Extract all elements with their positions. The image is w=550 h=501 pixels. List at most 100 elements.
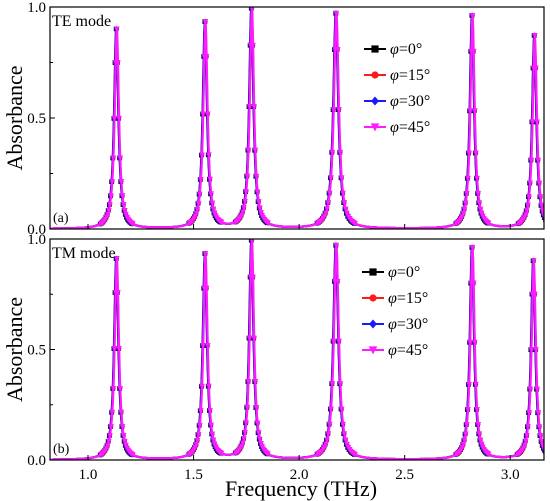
data-point <box>546 220 550 225</box>
plot-area <box>50 7 550 229</box>
data-point <box>326 190 333 196</box>
data-point <box>341 200 348 206</box>
legend-angle: =30° <box>397 316 428 333</box>
data-point <box>209 200 216 206</box>
legend-marker <box>369 294 377 302</box>
data-point <box>123 211 129 218</box>
data-point <box>129 221 136 227</box>
data-point <box>477 206 484 212</box>
data-point <box>334 47 341 53</box>
data-point <box>203 285 210 291</box>
x-tick-label: 3.0 <box>501 467 520 483</box>
data-point <box>544 450 549 456</box>
data-point <box>251 104 258 110</box>
data-point <box>245 379 252 385</box>
data-point <box>465 407 471 413</box>
data-point <box>342 206 349 212</box>
data-point <box>253 405 260 411</box>
legend-angle: =45° <box>399 119 430 136</box>
data-point <box>195 431 202 438</box>
data-point <box>522 438 529 445</box>
legend-angle: =15° <box>397 290 428 307</box>
data-point <box>322 210 329 216</box>
data-point <box>244 404 251 411</box>
data-point <box>538 202 544 209</box>
data-point <box>209 431 216 437</box>
data-point <box>546 452 550 457</box>
data-point <box>527 180 534 186</box>
mode-label: TM mode <box>52 245 116 262</box>
data-point <box>251 335 258 342</box>
data-point <box>207 408 213 414</box>
legend-marker <box>369 319 377 329</box>
mode-label: TE mode <box>52 13 111 30</box>
data-point <box>200 111 207 117</box>
data-point <box>242 198 248 205</box>
data-point <box>129 452 136 458</box>
y-tick-label: 1.0 <box>27 0 46 16</box>
legend-item: φ=15° <box>362 290 428 307</box>
data-point <box>478 441 485 448</box>
data-point <box>113 256 120 262</box>
data-point <box>529 119 536 125</box>
data-point <box>544 451 549 456</box>
data-point <box>337 381 344 387</box>
data-point <box>326 421 333 428</box>
legend-symbol: φ <box>390 119 399 136</box>
data-point <box>120 432 127 439</box>
legend-angle: =0° <box>397 264 420 281</box>
data-point <box>239 209 246 215</box>
data-point <box>535 410 542 416</box>
data-point <box>250 274 256 280</box>
data-point <box>324 437 330 443</box>
legend-angle: =45° <box>397 342 428 359</box>
data-point <box>194 437 201 444</box>
data-point <box>340 190 346 196</box>
data-point <box>522 212 529 218</box>
legend-angle: =0° <box>399 41 422 58</box>
data-point <box>544 218 549 224</box>
data-point <box>530 258 537 264</box>
data-point <box>252 379 259 385</box>
data-point <box>199 152 205 158</box>
data-point <box>111 346 118 352</box>
data-point <box>252 147 259 154</box>
data-point <box>194 206 201 213</box>
data-point <box>246 335 253 341</box>
data-point <box>344 441 350 448</box>
data-point <box>119 424 126 430</box>
data-point <box>193 442 200 448</box>
data-point <box>108 193 114 199</box>
data-point <box>117 386 124 392</box>
data-point <box>328 406 334 412</box>
data-point <box>198 177 204 183</box>
data-point <box>243 189 250 195</box>
data-point <box>204 343 211 349</box>
data-point <box>545 451 550 456</box>
data-point <box>527 386 534 392</box>
data-point <box>333 10 340 17</box>
data-point <box>118 179 125 185</box>
data-point <box>485 451 492 457</box>
data-point <box>104 442 111 449</box>
data-point <box>206 383 212 390</box>
data-point <box>104 212 111 218</box>
data-point <box>473 381 479 388</box>
data-point <box>109 179 116 185</box>
legend-symbol: φ <box>388 316 397 333</box>
data-point <box>324 206 330 212</box>
panel-b: 0.0 0.5 1.0 1.0 1.5 2.0 2.5 3.0 Absorbance Freque… <box>2 232 550 501</box>
legend-marker <box>369 268 377 276</box>
data-point <box>202 251 209 257</box>
legend-label: φ=30° <box>388 316 428 333</box>
data-point <box>533 65 539 71</box>
data-point <box>475 190 482 197</box>
data-point <box>208 422 215 428</box>
data-point <box>108 424 114 430</box>
data-point <box>476 200 483 206</box>
data-point <box>333 242 340 249</box>
data-point <box>329 149 336 156</box>
x-tick-label: 2.0 <box>290 467 309 483</box>
data-point <box>337 149 344 156</box>
legend: φ=0°φ=15°φ=30°φ=45° <box>362 264 428 359</box>
